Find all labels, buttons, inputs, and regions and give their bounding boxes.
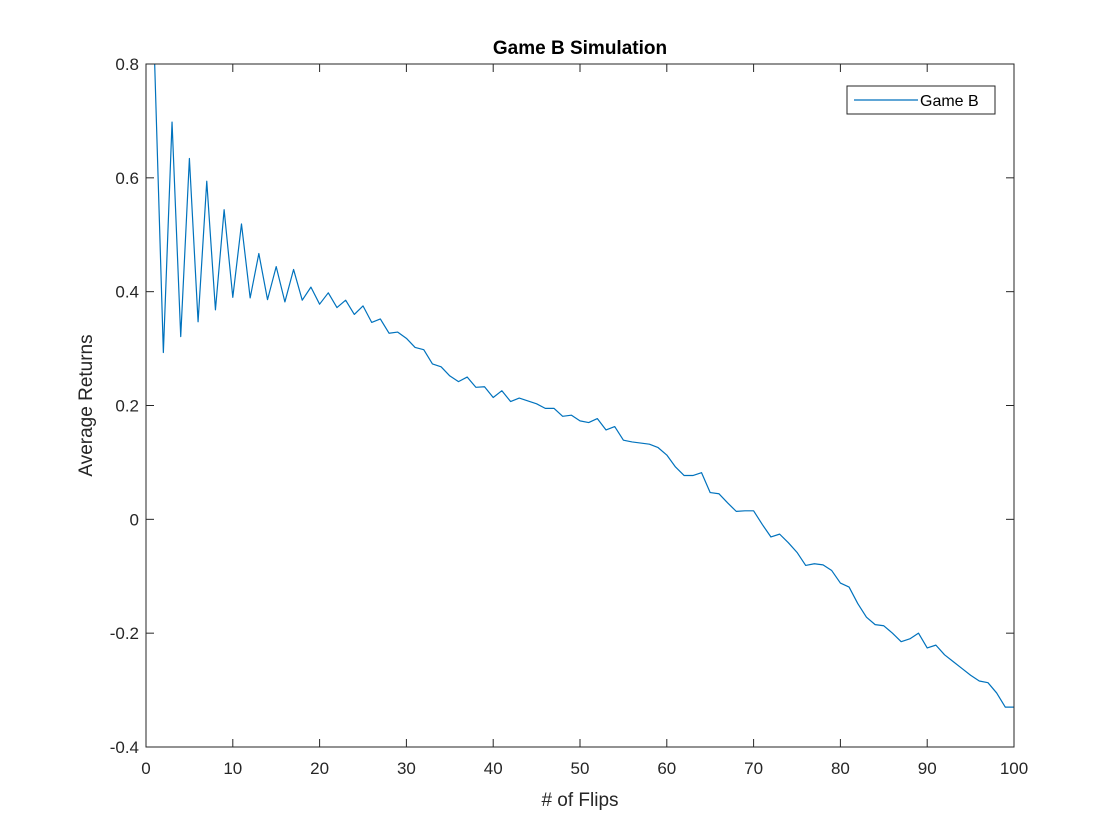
x-tick-labels: 0 10 20 30 40 50 60 70 80 90 100 — [141, 759, 1028, 778]
y-tick-label: 0 — [130, 510, 139, 529]
x-tick-label: 30 — [397, 759, 416, 778]
y-tick-label: -0.4 — [110, 738, 139, 757]
x-tick-label: 10 — [223, 759, 242, 778]
y-tick-label: 0.2 — [115, 397, 139, 416]
x-axis-label: # of Flips — [541, 790, 618, 811]
y-tick-label: 0.4 — [115, 283, 139, 302]
x-tick-label: 70 — [744, 759, 763, 778]
y-tick-label: 0.6 — [115, 169, 139, 188]
x-tick-label: 60 — [657, 759, 676, 778]
chart-title: Game B Simulation — [493, 38, 667, 59]
legend: Game B — [846, 85, 996, 115]
legend-entry-game-b: Game B — [920, 93, 979, 110]
x-tick-label: 100 — [1000, 759, 1028, 778]
x-tick-label: 80 — [831, 759, 850, 778]
x-tick-label: 50 — [571, 759, 590, 778]
y-tick-label: 0.8 — [115, 55, 139, 74]
x-tick-label: 90 — [918, 759, 937, 778]
y-axis-label: Average Returns — [76, 334, 97, 476]
x-tick-label: 0 — [141, 759, 150, 778]
y-tick-labels: -0.4 -0.2 0 0.2 0.4 0.6 0.8 — [110, 55, 139, 757]
x-tick-label: 40 — [484, 759, 503, 778]
plot-area — [146, 64, 1014, 747]
plot-frame — [145, 63, 1015, 748]
series-line-game-b — [154, 63, 1014, 708]
series-group — [154, 63, 1014, 708]
y-tick-label: -0.2 — [110, 624, 139, 643]
x-tick-label: 20 — [310, 759, 329, 778]
